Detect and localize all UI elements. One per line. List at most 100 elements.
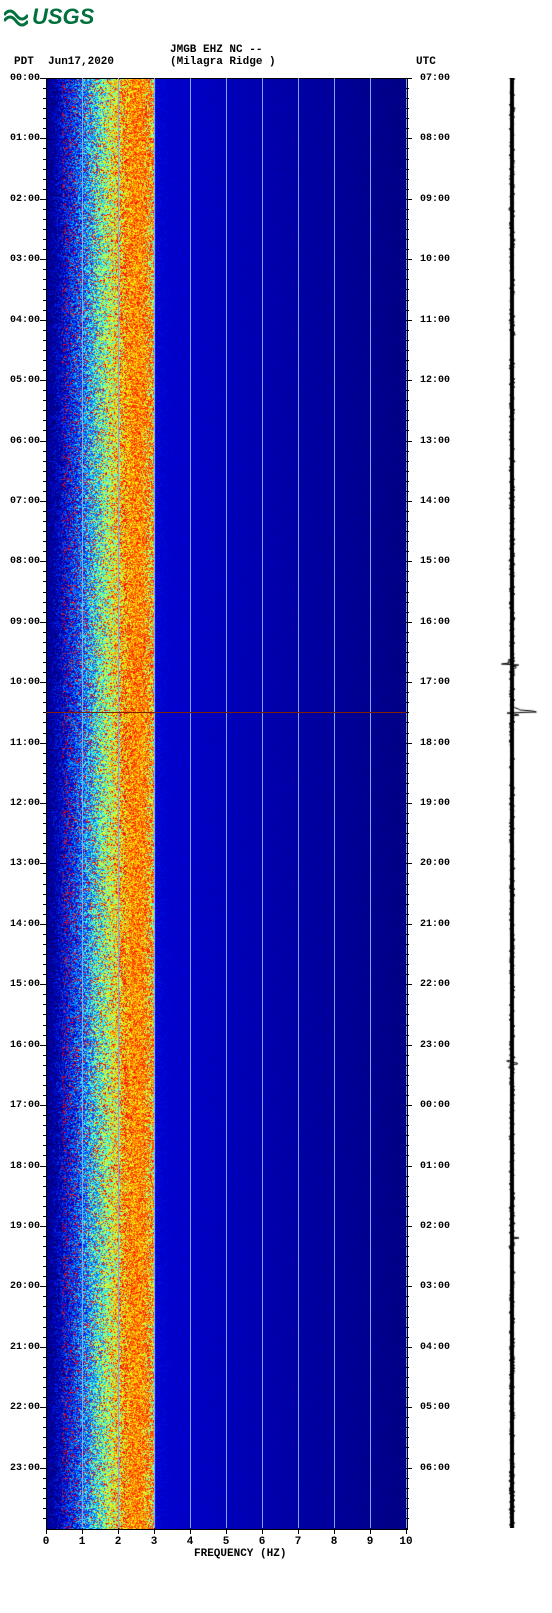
minor-tick <box>406 1246 409 1247</box>
date-label: Jun17,2020 <box>48 56 114 68</box>
minor-tick <box>406 300 409 301</box>
pdt-hour-label: 15:00 <box>2 979 40 990</box>
minor-tick <box>43 1437 46 1438</box>
x-tick <box>262 1528 263 1534</box>
tick <box>40 561 46 562</box>
minor-tick <box>43 571 46 572</box>
utc-hour-label: 04:00 <box>420 1342 450 1353</box>
minor-tick <box>406 179 409 180</box>
minor-tick <box>406 239 409 240</box>
minor-tick <box>406 1125 409 1126</box>
pdt-hour-label: 13:00 <box>2 858 40 869</box>
utc-hour-label: 17:00 <box>420 677 450 688</box>
utc-hour-label: 13:00 <box>420 436 450 447</box>
minor-tick <box>43 1025 46 1026</box>
tick <box>40 1347 46 1348</box>
minor-tick <box>406 571 409 572</box>
minor-tick <box>43 632 46 633</box>
minor-tick <box>406 491 409 492</box>
minor-tick <box>406 1367 409 1368</box>
minor-tick <box>406 1488 409 1489</box>
tick <box>40 1105 46 1106</box>
minor-tick <box>43 1276 46 1277</box>
minor-tick <box>406 1317 409 1318</box>
tick <box>40 1407 46 1408</box>
tick <box>40 1226 46 1227</box>
minor-tick <box>43 1196 46 1197</box>
minor-tick <box>43 994 46 995</box>
minor-tick <box>43 753 46 754</box>
utc-hour-label: 23:00 <box>420 1040 450 1051</box>
minor-tick <box>43 813 46 814</box>
tick <box>40 622 46 623</box>
minor-tick <box>406 330 409 331</box>
pdt-hour-label: 17:00 <box>2 1100 40 1111</box>
minor-tick <box>43 1004 46 1005</box>
minor-tick <box>406 853 409 854</box>
tick <box>40 984 46 985</box>
pdt-hour-label: 23:00 <box>2 1463 40 1474</box>
utc-hour-label: 05:00 <box>420 1402 450 1413</box>
minor-tick <box>406 1498 409 1499</box>
tick <box>406 1407 412 1408</box>
minor-tick <box>406 451 409 452</box>
utc-hour-label: 11:00 <box>420 315 450 326</box>
minor-tick <box>43 692 46 693</box>
minor-tick <box>406 1085 409 1086</box>
minor-tick <box>406 229 409 230</box>
minor-tick <box>406 1387 409 1388</box>
minor-tick <box>406 602 409 603</box>
usgs-logo: USGS <box>0 0 552 34</box>
minor-tick <box>43 1296 46 1297</box>
minor-tick <box>43 541 46 542</box>
minor-tick <box>406 823 409 824</box>
tick <box>40 441 46 442</box>
minor-tick <box>406 1176 409 1177</box>
minor-tick <box>43 1508 46 1509</box>
minor-tick <box>43 1186 46 1187</box>
minor-tick <box>43 1065 46 1066</box>
utc-hour-label: 03:00 <box>420 1281 450 1292</box>
tick <box>40 803 46 804</box>
utc-hour-label: 15:00 <box>420 556 450 567</box>
minor-tick <box>43 1397 46 1398</box>
minor-tick <box>406 551 409 552</box>
minor-tick <box>406 511 409 512</box>
minor-tick <box>43 873 46 874</box>
minor-tick <box>406 148 409 149</box>
minor-tick <box>406 904 409 905</box>
pdt-hour-label: 12:00 <box>2 798 40 809</box>
minor-tick <box>406 783 409 784</box>
minor-tick <box>43 783 46 784</box>
minor-tick <box>406 189 409 190</box>
minor-tick <box>406 249 409 250</box>
minor-tick <box>43 702 46 703</box>
minor-tick <box>43 1367 46 1368</box>
minor-tick <box>43 461 46 462</box>
minor-tick <box>406 1306 409 1307</box>
minor-tick <box>43 1427 46 1428</box>
pdt-hour-label: 09:00 <box>2 617 40 628</box>
location-label: (Milagra Ridge ) <box>170 56 276 68</box>
minor-tick <box>43 884 46 885</box>
pdt-hour-label: 16:00 <box>2 1040 40 1051</box>
minor-tick <box>43 793 46 794</box>
minor-tick <box>43 1095 46 1096</box>
minor-tick <box>406 88 409 89</box>
pdt-hour-label: 20:00 <box>2 1281 40 1292</box>
minor-tick <box>43 289 46 290</box>
minor-tick <box>406 169 409 170</box>
plot-area: 00:0001:0002:0003:0004:0005:0006:0007:00… <box>46 78 546 1578</box>
minor-tick <box>406 521 409 522</box>
minor-tick <box>406 672 409 673</box>
tick <box>40 320 46 321</box>
pdt-hour-label: 18:00 <box>2 1161 40 1172</box>
minor-tick <box>43 733 46 734</box>
minor-tick <box>406 350 409 351</box>
minor-tick <box>43 1115 46 1116</box>
minor-tick <box>406 360 409 361</box>
x-tick-label: 9 <box>367 1536 374 1548</box>
tick <box>406 622 412 623</box>
minor-tick <box>43 592 46 593</box>
minor-tick <box>406 430 409 431</box>
